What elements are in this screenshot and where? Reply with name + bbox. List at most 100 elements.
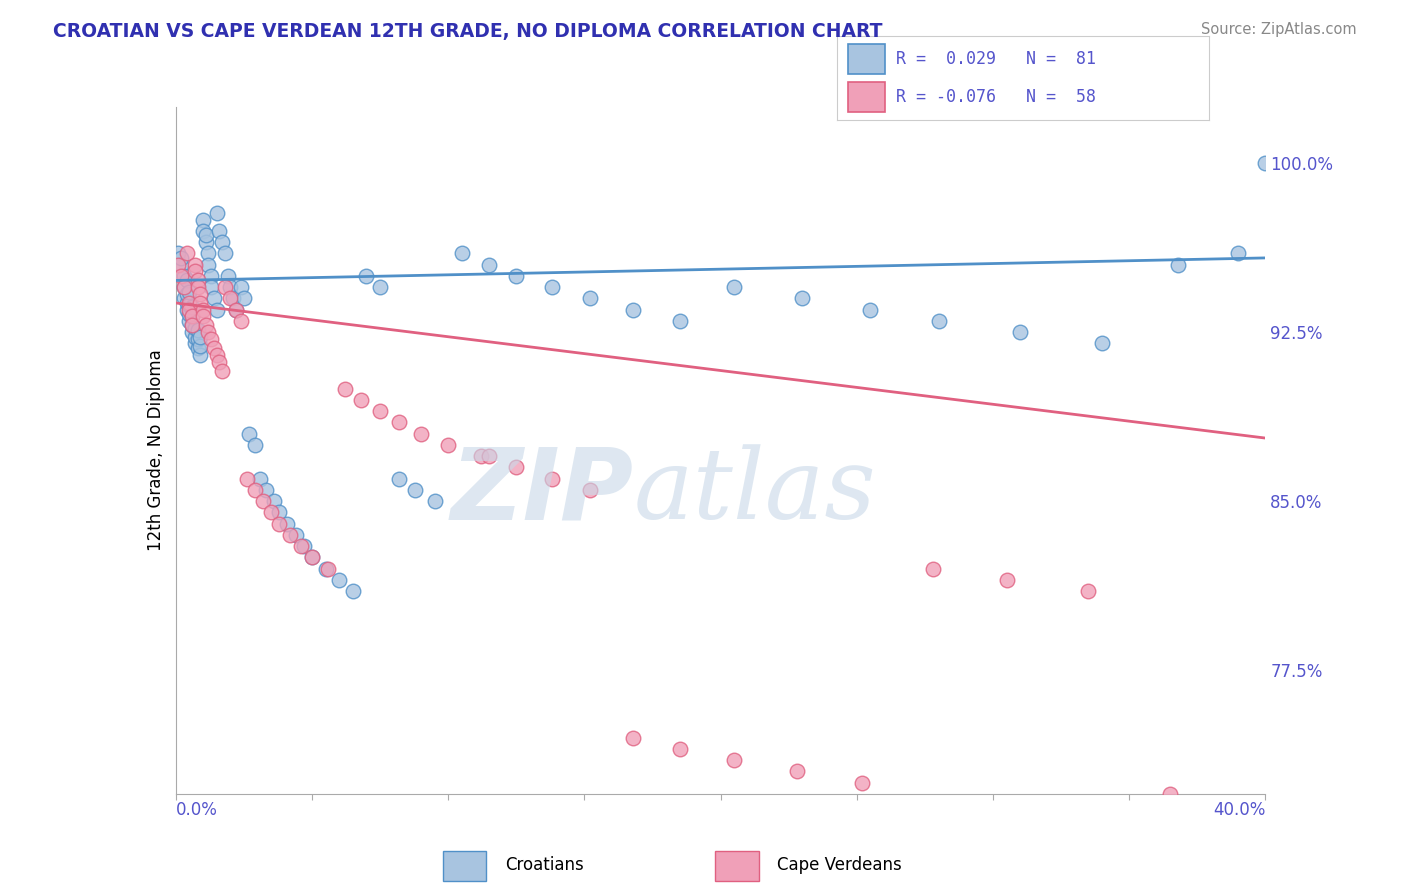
Point [200, 332, 222, 346]
Point [238, 426, 260, 441]
Text: ZIP: ZIP [450, 443, 633, 541]
Point [235, 472, 257, 486]
Point [1167, 258, 1189, 272]
Text: atlas: atlas [633, 444, 876, 540]
Point [928, 314, 950, 328]
Point [1227, 246, 1250, 260]
Point [200, 268, 222, 283]
Point [188, 296, 211, 310]
Point [200, 280, 222, 294]
Point [290, 539, 312, 553]
Text: 0.0%: 0.0% [176, 801, 218, 819]
Point [423, 494, 446, 508]
Point [197, 258, 219, 272]
Point [181, 325, 204, 339]
Point [315, 562, 337, 576]
Text: Source: ZipAtlas.com: Source: ZipAtlas.com [1201, 22, 1357, 37]
Point [668, 314, 690, 328]
Point [167, 246, 190, 260]
Point [792, 292, 814, 306]
Point [208, 354, 231, 368]
Point [208, 224, 231, 238]
Point [225, 302, 247, 317]
Point [211, 363, 233, 377]
Point [668, 742, 690, 756]
Point [194, 235, 217, 249]
Point [211, 235, 233, 249]
Point [368, 280, 391, 294]
Point [1254, 156, 1277, 170]
Point [222, 292, 245, 306]
Point [194, 228, 217, 243]
Point [278, 528, 301, 542]
Point [405, 483, 427, 497]
Point [786, 764, 808, 779]
Point [231, 280, 253, 294]
Point [1077, 584, 1099, 599]
Point [176, 273, 198, 287]
Point [450, 246, 472, 260]
Point [263, 494, 285, 508]
FancyBboxPatch shape [443, 851, 486, 881]
Point [188, 330, 211, 344]
Point [1227, 798, 1250, 813]
Text: R =  0.029   N =  81: R = 0.029 N = 81 [896, 50, 1097, 68]
Point [188, 348, 211, 362]
Point [217, 268, 239, 283]
Point [252, 494, 274, 508]
Point [301, 550, 323, 565]
Point [368, 404, 391, 418]
Point [723, 280, 745, 294]
Point [214, 280, 236, 294]
Point [214, 246, 236, 260]
Point [202, 292, 225, 306]
Point [540, 472, 562, 486]
Point [249, 472, 271, 486]
Point [388, 415, 411, 429]
Point [621, 731, 644, 745]
Point [342, 584, 364, 599]
Point [409, 426, 432, 441]
Point [179, 296, 201, 310]
Point [179, 302, 201, 317]
Point [205, 302, 228, 317]
Point [179, 298, 201, 312]
Text: R = -0.076   N =  58: R = -0.076 N = 58 [896, 87, 1097, 105]
Point [188, 287, 211, 301]
Point [170, 268, 193, 283]
Point [184, 336, 207, 351]
FancyBboxPatch shape [848, 44, 884, 74]
Point [194, 318, 217, 333]
Point [292, 539, 315, 553]
Point [1091, 336, 1114, 351]
Point [181, 318, 204, 333]
Point [350, 392, 373, 407]
Point [243, 483, 266, 497]
Point [191, 302, 214, 317]
Point [191, 310, 214, 324]
Point [181, 310, 204, 324]
Point [995, 573, 1018, 587]
Point [186, 341, 209, 355]
FancyBboxPatch shape [848, 82, 884, 112]
Point [179, 314, 201, 328]
Point [197, 325, 219, 339]
Point [1159, 787, 1181, 801]
Point [1010, 325, 1032, 339]
Point [173, 280, 195, 294]
Point [243, 438, 266, 452]
Point [205, 348, 228, 362]
Point [188, 339, 211, 353]
Point [176, 246, 198, 260]
Point [269, 505, 291, 519]
Point [186, 323, 209, 337]
Point [181, 318, 204, 333]
Point [505, 268, 527, 283]
Point [186, 280, 209, 294]
Point [225, 302, 247, 317]
Point [922, 562, 945, 576]
Point [179, 285, 201, 299]
Point [301, 550, 323, 565]
Point [260, 505, 283, 519]
Point [181, 301, 204, 315]
